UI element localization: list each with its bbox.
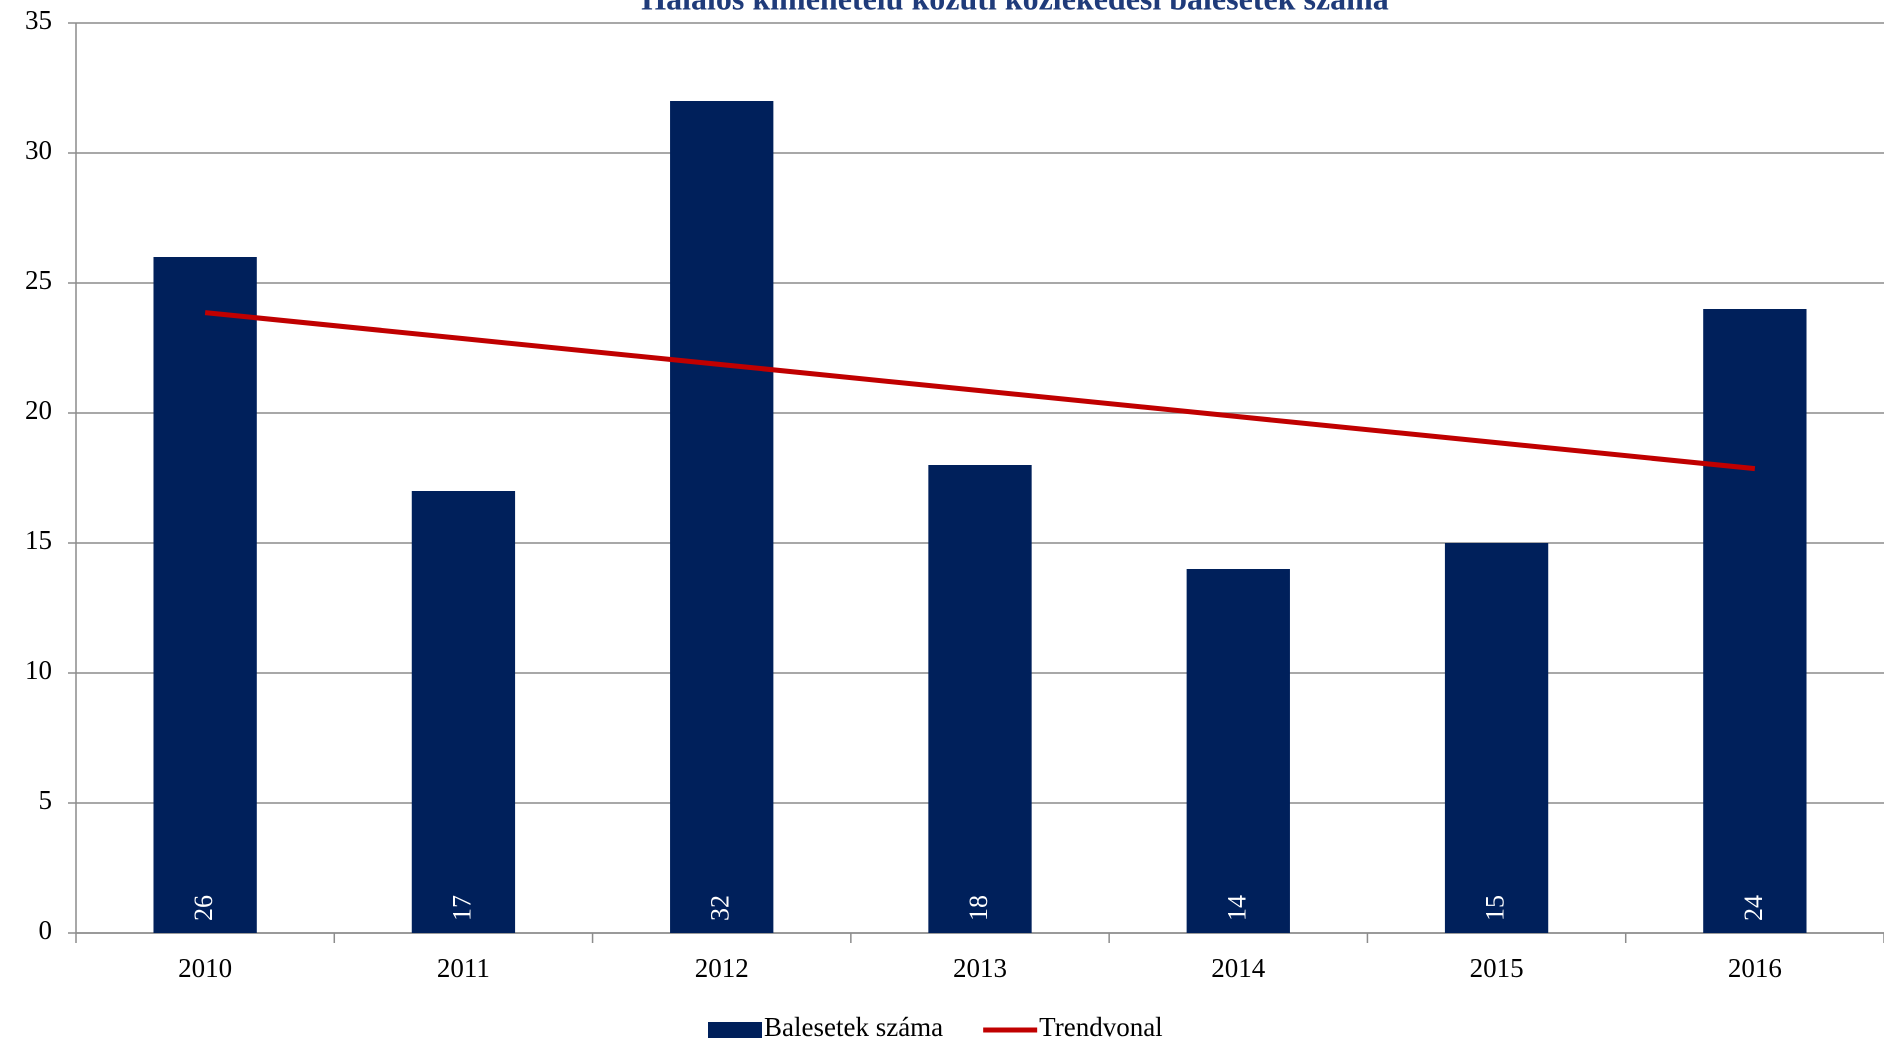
y-tick-label: 35 — [25, 5, 52, 35]
y-tick-label: 15 — [25, 525, 52, 555]
bar — [153, 257, 257, 933]
x-tick-label: 2015 — [1470, 953, 1524, 983]
legend-label: Trendvonal — [1039, 1012, 1163, 1042]
y-tick-label: 25 — [25, 265, 52, 295]
y-tick-label: 20 — [25, 395, 52, 425]
bar — [670, 101, 774, 933]
bar — [928, 465, 1032, 933]
data-label: 18 — [964, 895, 993, 921]
x-tick-label: 2011 — [437, 953, 490, 983]
bar — [1444, 543, 1549, 933]
data-label: 24 — [1739, 895, 1768, 921]
legend-swatch — [708, 1022, 762, 1038]
y-tick-label: 30 — [25, 135, 52, 165]
x-tick-label: 2010 — [178, 953, 232, 983]
legend-label: Balesetek száma — [764, 1012, 943, 1042]
data-label: 14 — [1222, 895, 1251, 921]
data-label: 32 — [706, 895, 735, 921]
trend-line — [204, 310, 1756, 472]
y-tick-label: 0 — [39, 915, 53, 945]
x-tick-label: 2016 — [1728, 953, 1782, 983]
y-tick-label: 10 — [25, 655, 52, 685]
x-tick-label: 2014 — [1211, 953, 1266, 983]
x-tick-label: 2013 — [953, 953, 1007, 983]
data-label: 17 — [447, 895, 476, 921]
bar — [1703, 309, 1807, 933]
y-tick-label: 5 — [39, 785, 53, 815]
bar — [411, 491, 516, 933]
bar — [1186, 569, 1290, 933]
data-label: 15 — [1481, 895, 1510, 921]
chart-title: Halálos kimenetelű közúti közlekedési ba… — [641, 0, 1389, 16]
data-label: 26 — [189, 895, 218, 921]
x-tick-label: 2012 — [695, 953, 749, 983]
